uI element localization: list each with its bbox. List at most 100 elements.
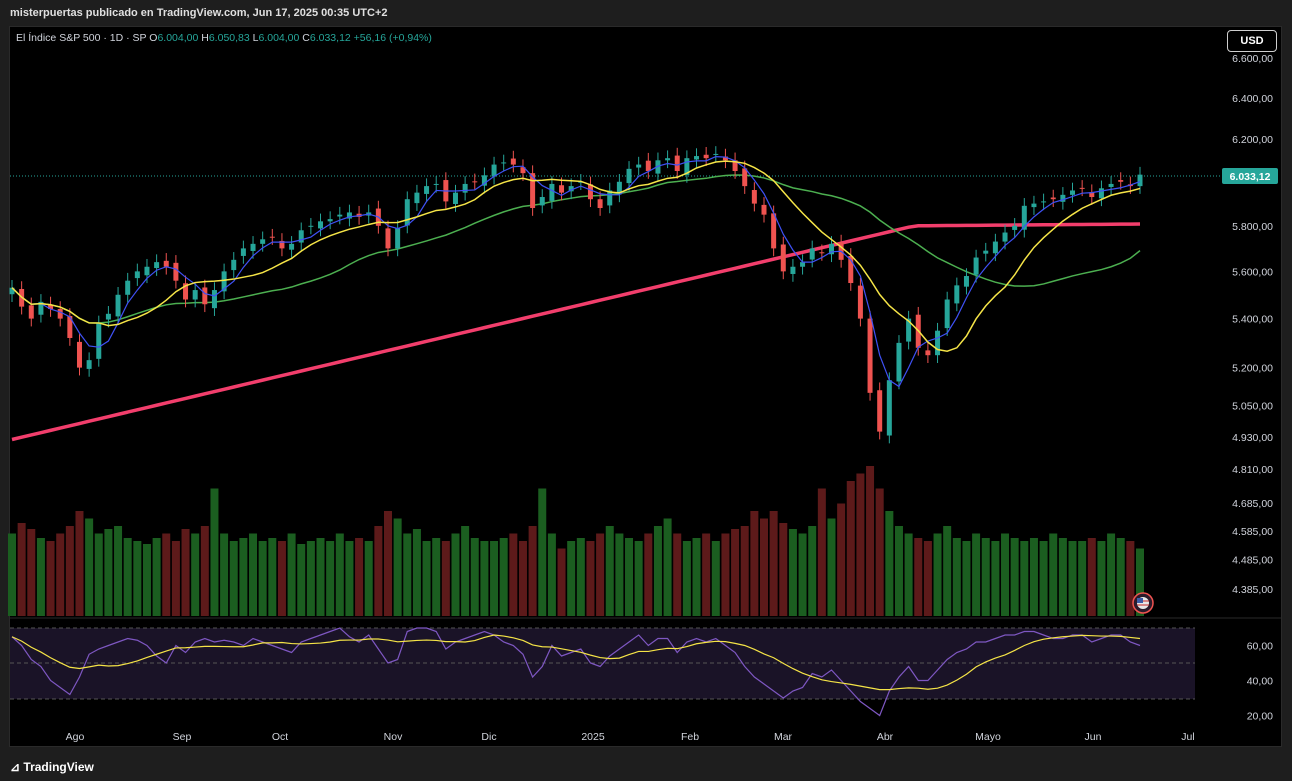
volume-bar [634, 541, 643, 616]
candle-body [424, 186, 430, 194]
candle-body [559, 185, 565, 193]
volume-bar [653, 526, 662, 616]
candle-body [308, 225, 314, 227]
chart-frame[interactable] [9, 26, 1282, 747]
volume-bar [952, 538, 961, 616]
volume-bar [798, 533, 807, 616]
candle-body [279, 240, 285, 249]
volume-bar [914, 538, 923, 616]
volume-bar [461, 526, 470, 616]
us-flag-icon[interactable] [1132, 592, 1154, 614]
candle-body [76, 341, 82, 368]
volume-bar [673, 533, 682, 616]
volume-bar [875, 488, 884, 616]
volume-bar [596, 533, 605, 616]
volume-bar [769, 511, 778, 616]
price-tick-label: 4.585,00 [1232, 526, 1273, 538]
volume-bar [239, 538, 248, 616]
candle-body [1070, 190, 1076, 195]
sma20-path [11, 160, 1141, 353]
last-price-value: 6.033,12 [1230, 171, 1271, 183]
candle-body [722, 156, 728, 161]
price-tick-label: 6.400,00 [1232, 93, 1273, 105]
candle-body [1108, 183, 1114, 187]
volume-bar [384, 511, 392, 616]
volume-bar [1068, 541, 1077, 616]
volume-bar [933, 533, 942, 616]
volume-bar [403, 533, 412, 616]
candle-body [800, 262, 806, 267]
volume-bar [1029, 538, 1038, 616]
volume-bar [1001, 533, 1010, 616]
price-axis[interactable]: 6.600,00 6.400,00 6.200,00 5.800,00 5.600,00… [1232, 53, 1273, 596]
candle-body [1031, 203, 1037, 208]
volume-bar [991, 541, 1000, 616]
volume-bar [702, 533, 711, 616]
volume-bar [191, 533, 200, 616]
candle-body [48, 304, 54, 310]
candle-body [877, 390, 883, 432]
candle-body [125, 280, 131, 295]
volume-bar [470, 538, 479, 616]
volume-bar [133, 541, 142, 616]
candle-body [983, 250, 989, 254]
volume-bar [152, 538, 161, 616]
candle-body [896, 342, 902, 382]
volume-bar [306, 541, 315, 616]
volume-bar [8, 533, 16, 616]
rsi-axis[interactable]: 60,00 40,00 20,00 [1247, 641, 1273, 723]
volume-bar [326, 541, 335, 616]
candle-body [452, 192, 458, 205]
volume-bar [65, 526, 74, 616]
candle-body [771, 213, 777, 249]
volume-bar [547, 533, 556, 616]
price-tick-label: 5.800,00 [1232, 221, 1273, 233]
candle-body [289, 243, 295, 250]
currency-button[interactable]: USD [1227, 30, 1277, 52]
volume-bar [480, 541, 489, 616]
volume-bar [586, 541, 595, 616]
candle-body [433, 183, 439, 185]
time-tick-label: 2025 [581, 731, 605, 743]
last-price-tag [1222, 168, 1278, 184]
candle-body [954, 285, 960, 304]
volume-bar [490, 541, 499, 616]
volume-bar [249, 533, 258, 616]
volume-bar [856, 473, 865, 616]
sma20-line [11, 160, 1141, 353]
volume-bar [220, 533, 229, 616]
price-tick-label: 6.200,00 [1232, 134, 1273, 146]
volume-bar [287, 533, 296, 616]
candle-body [780, 244, 786, 272]
volume-bar [528, 526, 537, 616]
candle-body [1118, 180, 1124, 182]
candle-body [732, 160, 738, 171]
candle-body [154, 262, 160, 269]
candle-body [491, 164, 497, 177]
candle-body [828, 243, 834, 255]
volume-bar [85, 518, 94, 616]
volume-bar [1097, 541, 1106, 616]
volume-bar [711, 541, 720, 616]
candle-body [925, 350, 931, 356]
candle-body [134, 271, 140, 279]
candle-body [703, 154, 709, 159]
candle-body [568, 186, 574, 192]
time-tick-label: Mayo [975, 731, 1001, 743]
price-tick-label: 5.400,00 [1232, 314, 1273, 326]
candle-body [115, 294, 121, 317]
volume-bar [644, 533, 653, 616]
candle-body [886, 380, 892, 436]
sma200-line [11, 222, 1141, 442]
volume-bar [837, 503, 846, 616]
candle-body [211, 290, 217, 309]
time-tick-label: Jun [1085, 731, 1102, 743]
volume-bar [17, 523, 26, 616]
rsi-tick-label: 20,00 [1247, 711, 1273, 723]
volume-bar [663, 518, 672, 616]
volume-bar [1039, 541, 1048, 616]
time-axis[interactable]: Ago Sep Oct Nov Dic 2025 Feb Mar Abr Mayo Jun Jul [66, 731, 1195, 743]
candle-body [751, 190, 757, 204]
volume-bar [364, 541, 373, 616]
